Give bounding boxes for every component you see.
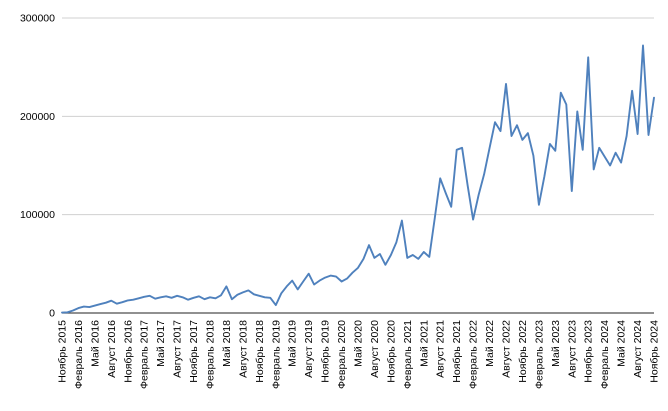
x-axis-tick-label: Август 2023 [566,320,578,378]
x-axis-tick-label: Август 2018 [237,320,249,378]
x-axis-tick-label: Май 2022 [484,320,496,367]
x-axis-tick-label: Август 2024 [632,320,644,378]
x-axis-tick-label: Май 2020 [353,320,365,367]
x-axis-tick-label: Февраль 2016 [73,320,85,389]
x-axis-labels: Ноябрь 2015 Февраль 2016 Май 2016 Август 20… [57,320,661,389]
x-axis-tick-label: Февраль 2020 [336,320,348,389]
x-axis-tick-label: Февраль 2018 [205,320,217,389]
x-axis-tick-label: Август 2016 [106,320,118,378]
gridlines [62,17,654,216]
x-axis-tick-label: Февраль 2024 [599,320,611,389]
x-axis-tick-label: Ноябрь 2023 [583,320,595,383]
x-axis-tick-label: Ноябрь 2019 [320,320,332,383]
y-axis-tick-label: 300000 [20,13,55,25]
x-axis-tick-label: Май 2021 [418,320,430,367]
x-axis-tick-label: Февраль 2019 [270,320,282,389]
x-axis-tick-label: Ноябрь 2017 [188,320,200,383]
x-axis-tick-label: Май 2019 [287,320,299,367]
x-axis-tick-label: Ноябрь 2015 [57,320,69,383]
y-axis-tick-label: 200000 [20,111,55,123]
x-axis-tick-label: Ноябрь 2016 [122,320,134,383]
y-axis-tick-label: 0 [49,308,55,320]
x-axis-tick-label: Февраль 2022 [468,320,480,389]
x-axis-tick-label: Август 2020 [369,320,381,378]
x-axis-tick-label: Май 2016 [89,320,101,367]
x-axis-tick-label: Август 2021 [435,320,447,378]
x-axis-tick-label: Август 2022 [501,320,513,378]
x-axis-tick-label: Февраль 2021 [402,320,414,389]
x-axis-tick-label: Ноябрь 2024 [649,320,661,383]
x-axis-tick-label: Май 2023 [550,320,562,367]
x-axis-tick-label: Август 2019 [303,320,315,378]
x-axis-tick-label: Февраль 2023 [533,320,545,389]
y-axis-tick-label: 100000 [20,209,55,221]
x-axis-tick-label: Август 2017 [172,320,184,378]
y-axis-labels: 0 100000 200000 300000 [20,13,55,320]
x-axis-tick-label: Май 2024 [616,320,628,367]
x-axis-tick-label: Ноябрь 2022 [517,320,529,383]
x-axis-tick-label: Ноябрь 2020 [385,320,397,383]
x-axis-tick-label: Ноябрь 2018 [254,320,266,383]
x-axis-tick-label: Май 2018 [221,320,233,367]
x-axis-tick-label: Ноябрь 2021 [451,320,463,383]
x-axis-tick-label: Май 2017 [155,320,167,367]
data-series-line [61,44,655,314]
x-axis-tick-label: Февраль 2017 [139,320,151,389]
